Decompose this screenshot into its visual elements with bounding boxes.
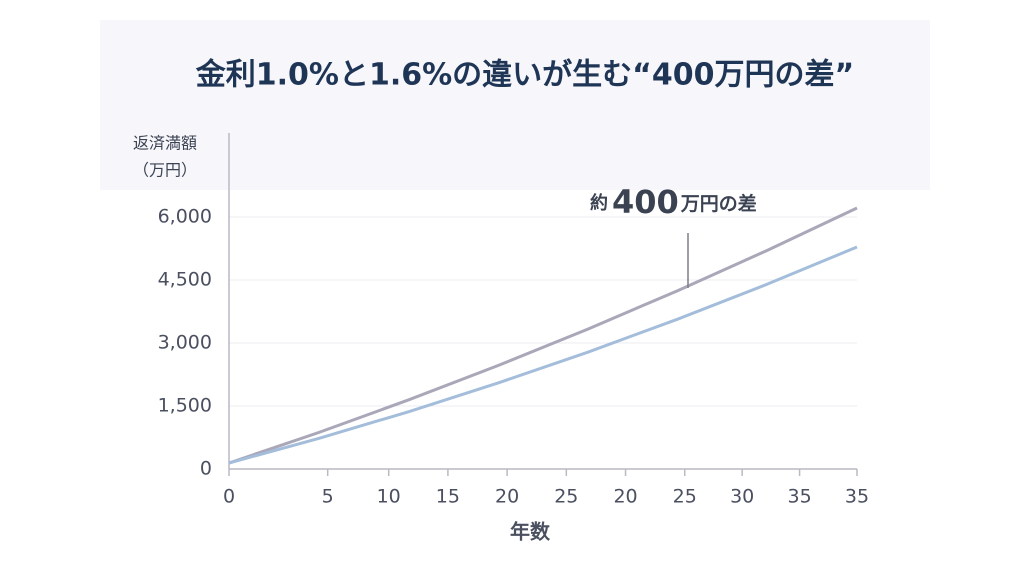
x-tick-label: 20 (613, 486, 637, 508)
x-tick-label: 10 (377, 486, 401, 508)
y-tick-label: 3,000 (158, 332, 212, 354)
y-tick-label: 0 (200, 458, 212, 480)
annotation-part: 約 (590, 192, 608, 214)
x-tick-label: 20 (495, 486, 519, 508)
x-axis-label: 年数 (510, 520, 551, 544)
x-tick-label: 0 (223, 486, 235, 508)
annotation-part: 万円の差 (680, 192, 757, 215)
annotation-part: 400 (612, 183, 679, 221)
x-tick-label: 15 (436, 486, 460, 508)
x-tick-label: 25 (554, 486, 578, 508)
chart-title: 金利1.0%と1.6%の違いが生む“400万円の差” (195, 58, 854, 93)
y-tick-label: 4,500 (158, 269, 212, 291)
x-tick-label: 35 (787, 486, 811, 508)
y-axis-label: 返済満額 (133, 134, 197, 153)
title-backdrop (100, 20, 930, 190)
y-tick-label: 1,500 (158, 395, 212, 417)
series-line (228, 245, 858, 465)
series-line (228, 206, 858, 465)
y-tick-label: 6,000 (158, 206, 212, 228)
x-tick-label: 35 (845, 486, 869, 508)
y-axis-label: （万円） (133, 161, 197, 180)
x-tick-label: 30 (730, 486, 754, 508)
x-tick-label: 25 (673, 486, 697, 508)
annotation: 約 400 万円の差 (590, 183, 757, 221)
x-tick-label: 5 (322, 486, 334, 508)
